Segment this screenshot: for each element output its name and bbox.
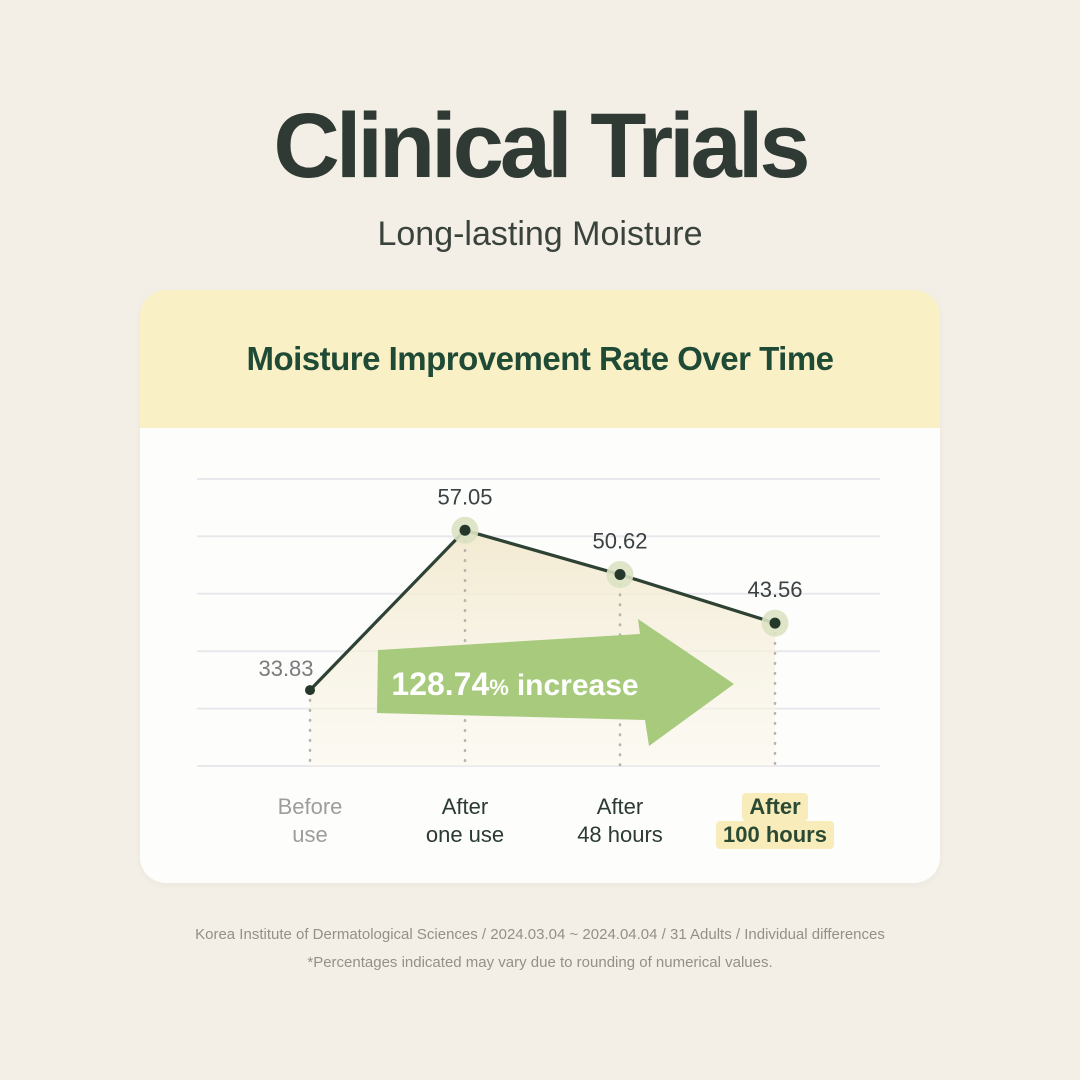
- x-axis-label-text: After: [742, 793, 808, 821]
- x-axis-label: After one use: [426, 793, 504, 849]
- increase-arrow: [377, 619, 734, 746]
- x-axis-labels: Before use After one use After 48 hours After 1…: [140, 428, 940, 883]
- page-title: Clinical Trials: [273, 95, 810, 197]
- page-subtitle: Long-lasting Moisture: [377, 215, 703, 253]
- x-axis-label: After 100 hours: [716, 793, 834, 849]
- value-label: 43.56: [747, 577, 802, 602]
- value-label: 57.05: [437, 484, 492, 509]
- x-axis-label-text: After: [441, 794, 489, 819]
- data-point-dot: [769, 617, 781, 629]
- chart-svg: 128.74% increase 33.83 57.05 50.62 43.56: [197, 478, 880, 768]
- data-point-dot: [614, 569, 626, 581]
- x-axis-label-text: one use: [425, 822, 505, 847]
- x-axis-label: After 48 hours: [577, 793, 663, 849]
- x-axis-label-text: Before: [277, 794, 343, 819]
- source-footnote: Korea Institute of Dermatological Scienc…: [195, 926, 885, 943]
- trend-line: [308, 528, 776, 692]
- data-point-dot: [305, 685, 315, 696]
- x-axis-label: Before use: [278, 793, 343, 849]
- value-label: 33.83: [258, 656, 313, 681]
- x-axis-label-text: 48 hours: [577, 822, 663, 847]
- data-point-dot: [459, 524, 471, 536]
- disclaimer-footnote: *Percentages indicated may vary due to r…: [307, 954, 773, 971]
- moisture-line-chart: 128.74% increase 33.83 57.05 50.62 43.56 Befo…: [140, 428, 940, 883]
- chart-title: Moisture Improvement Rate Over Time: [246, 340, 834, 377]
- clinical-trial-card: Moisture Improvement Rate Over Time 128.…: [140, 290, 940, 883]
- increase-arrow-label: 128.74% increase: [391, 666, 638, 702]
- chart-title-banner: Moisture Improvement Rate Over Time: [140, 290, 940, 428]
- x-axis-label-text: 100 hours: [716, 821, 834, 849]
- x-axis-label-text: use: [292, 822, 328, 847]
- x-axis-label-text: After: [596, 794, 644, 819]
- value-label: 50.62: [592, 529, 647, 554]
